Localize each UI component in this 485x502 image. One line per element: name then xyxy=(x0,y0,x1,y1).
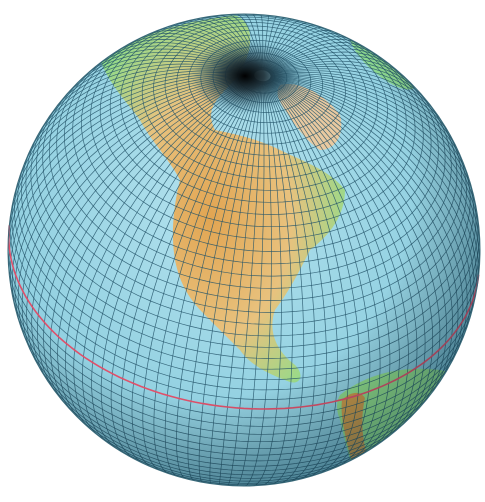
globe-shading xyxy=(8,14,480,486)
globe-outline xyxy=(7,13,481,487)
